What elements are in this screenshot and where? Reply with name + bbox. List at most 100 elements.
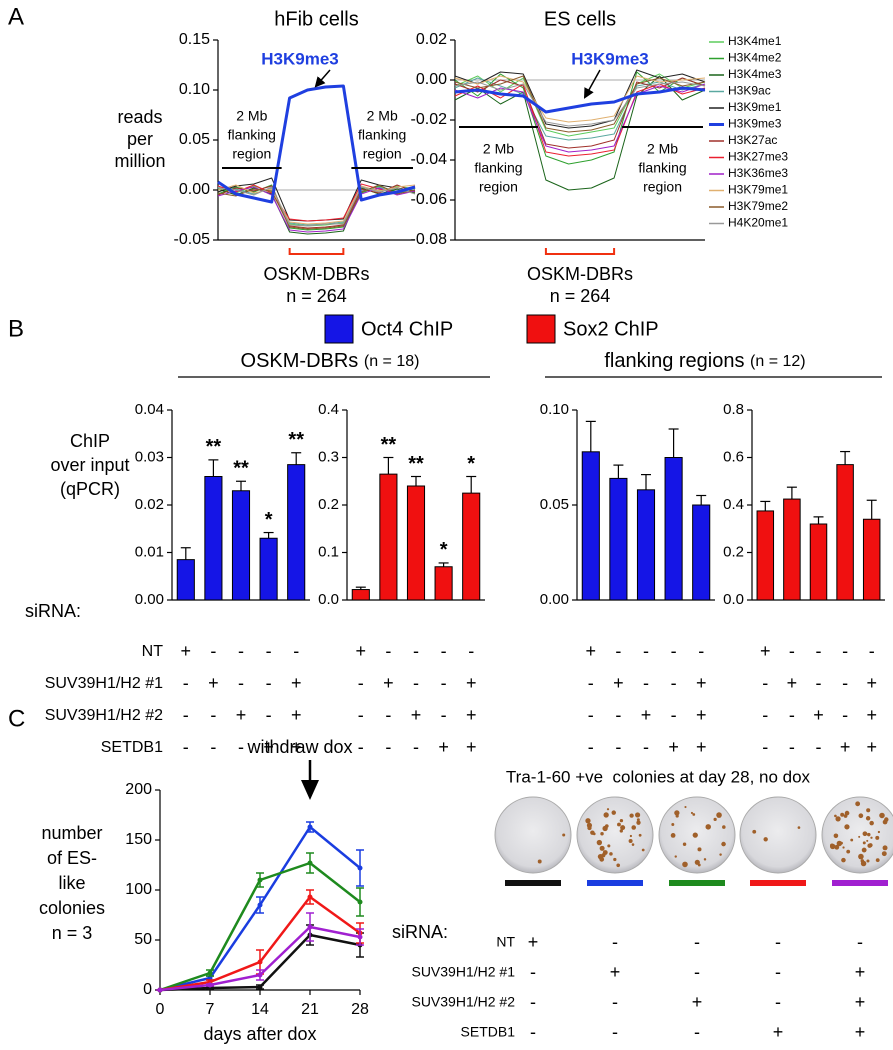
sirna-name: SUV39H1/H2 #1 — [411, 964, 515, 980]
bar — [287, 464, 306, 601]
colony-dot — [609, 852, 613, 856]
flank-label: region — [232, 146, 271, 162]
colony-dot — [682, 861, 688, 868]
sirna-mark: - — [441, 641, 447, 661]
sirna-mark: - — [293, 641, 299, 661]
legend-swatch — [324, 314, 354, 344]
point — [307, 924, 313, 930]
sirna-mark: - — [468, 641, 474, 661]
error-cap — [306, 821, 314, 833]
significance: ** — [206, 436, 222, 458]
colony-dot — [722, 825, 726, 829]
colony-dot — [870, 836, 873, 839]
sirna-mark: + — [696, 705, 707, 725]
sirna-mark: - — [441, 673, 447, 693]
sirna-mark: + — [696, 737, 707, 757]
sirna-mark: - — [694, 962, 700, 982]
legend-label: H3K4me3 — [728, 67, 782, 81]
colony-dot — [797, 826, 801, 829]
color-key — [505, 880, 561, 886]
y-axis-label: ChIP — [70, 431, 110, 451]
sirna-mark: + — [696, 673, 707, 693]
y-tick-label: 0.15 — [179, 31, 210, 48]
colony-dot — [840, 841, 843, 845]
point — [307, 860, 313, 866]
region-n: n = 264 — [286, 286, 347, 306]
sirna-mark: - — [210, 737, 216, 757]
y-tick-label: -0.08 — [411, 231, 448, 248]
colony-dot — [697, 847, 702, 852]
sirna-mark: - — [869, 641, 875, 661]
flank-label: region — [643, 179, 682, 195]
colony-dot — [585, 818, 591, 824]
color-key — [750, 880, 806, 886]
series-line — [454, 83, 706, 153]
sirna-mark: - — [358, 705, 364, 725]
sirna-mark: + — [263, 737, 274, 757]
colony-dot — [629, 834, 633, 838]
sirna-mark: + — [466, 673, 477, 693]
color-key — [669, 880, 725, 886]
colony-dot — [562, 833, 566, 837]
y-tick-label: 0.2 — [318, 496, 339, 513]
sirna-mark: - — [238, 673, 244, 693]
legend-label: H3K4me2 — [728, 51, 782, 65]
colony-dot — [875, 835, 880, 840]
series-line — [454, 75, 706, 191]
point — [357, 934, 363, 940]
sirna-mark: - — [588, 673, 594, 693]
sirna-mark: - — [210, 641, 216, 661]
colony-dot — [611, 810, 616, 815]
significance: ** — [408, 453, 424, 475]
colony-dot — [631, 825, 636, 830]
colony-dot — [879, 812, 885, 819]
bar — [636, 489, 656, 601]
y-axis-label: of ES- — [47, 848, 97, 868]
y-tick-label: 0.01 — [135, 543, 164, 560]
sirna-mark: + — [866, 673, 877, 693]
sirna-mark: - — [842, 641, 848, 661]
sirna-mark: + — [855, 992, 866, 1012]
series-line — [454, 81, 706, 127]
sirna-name: SUV39H1/H2 #2 — [411, 994, 515, 1010]
y-tick-label: 0.02 — [135, 496, 164, 513]
sirna-mark: - — [698, 641, 704, 661]
y-tick-label: 50 — [134, 931, 152, 948]
series-line — [217, 186, 416, 227]
group-n: (n = 18) — [364, 353, 420, 370]
flank-label: 2 Mb — [367, 108, 398, 124]
colony-dot — [692, 813, 696, 816]
sirna-mark: - — [671, 641, 677, 661]
group-label: flanking regions — [604, 350, 744, 372]
bar — [351, 589, 370, 601]
point — [257, 984, 263, 990]
colony-dot — [599, 845, 605, 851]
arrow-head — [301, 780, 319, 800]
arrow — [583, 69, 601, 99]
sirna-mark: + — [586, 641, 597, 661]
error-cap — [356, 928, 364, 946]
error-cap — [256, 969, 264, 981]
point — [307, 824, 313, 830]
colony-dot — [603, 812, 609, 818]
error-cap — [256, 896, 264, 914]
sirna-mark: - — [413, 641, 419, 661]
annotation: withdraw dox — [246, 737, 352, 757]
colony-dot — [620, 825, 626, 831]
colony-dot — [635, 812, 641, 818]
bar — [379, 473, 398, 601]
bar — [836, 464, 854, 601]
colony-dot — [866, 839, 869, 842]
sirna-mark: + — [855, 1022, 866, 1042]
sirna-mark: - — [210, 705, 216, 725]
y-tick-label: 0.10 — [540, 401, 569, 418]
significance: ** — [288, 429, 304, 451]
highlight-label: H3K9me3 — [261, 49, 339, 68]
series-line — [217, 184, 416, 225]
significance: * — [440, 539, 448, 561]
region-bracket — [544, 248, 616, 255]
region-n: n = 264 — [550, 286, 611, 306]
sirna-mark: - — [762, 705, 768, 725]
legend-label: H3K9me3 — [728, 117, 782, 131]
error-cap — [256, 872, 264, 888]
